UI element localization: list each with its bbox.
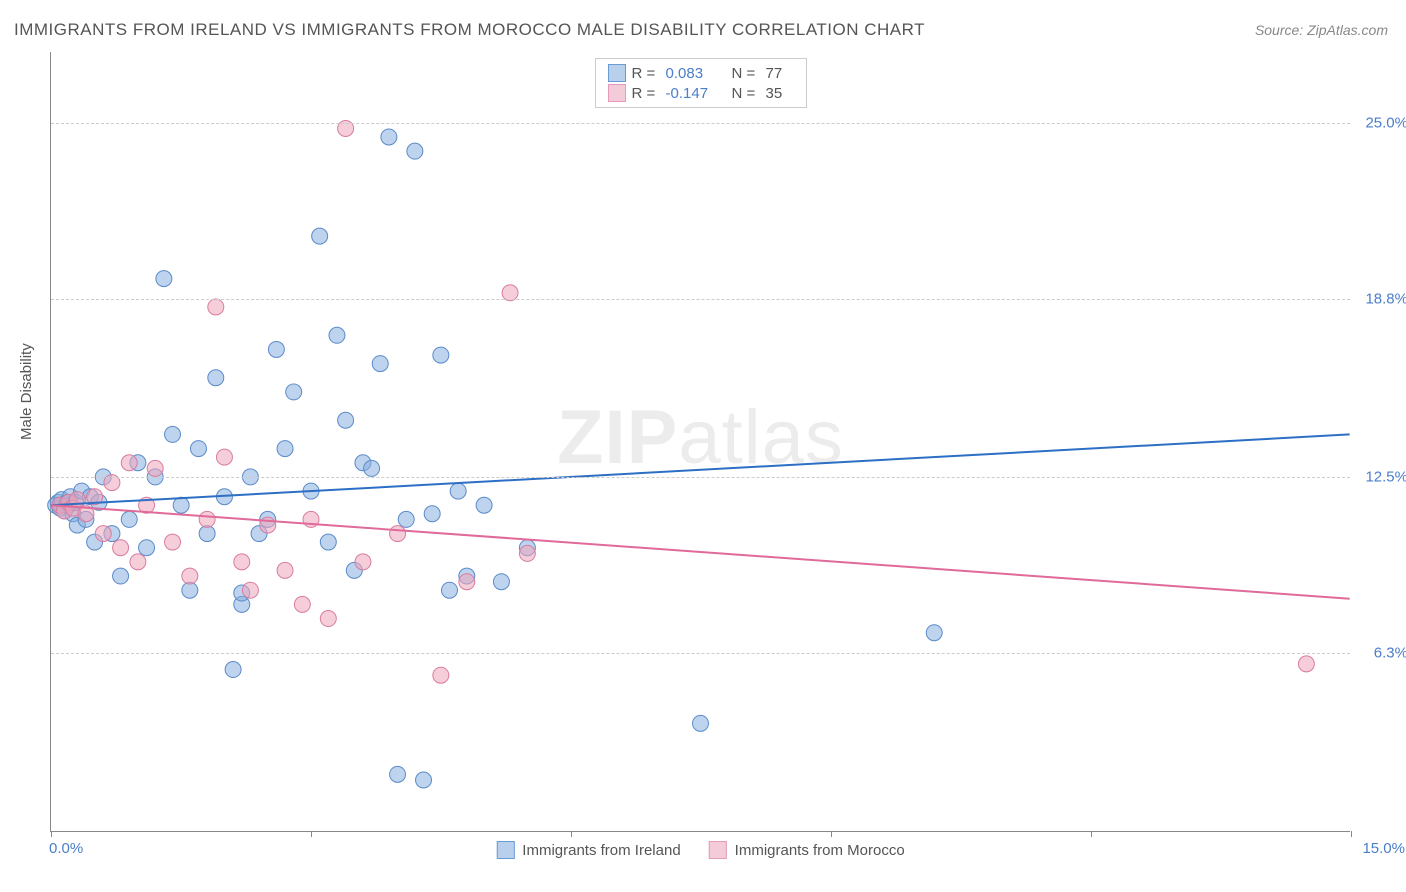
- correlation-legend: R = 0.083 N = 77 R = -0.147 N = 35: [595, 58, 807, 108]
- data-point: [693, 715, 709, 731]
- chart-plot-area: ZIPatlas R =0.083N =77R =-0.147N =35 Imm…: [50, 52, 1350, 832]
- data-point: [407, 143, 423, 159]
- data-point: [277, 441, 293, 457]
- data-point: [199, 511, 215, 527]
- data-point: [433, 347, 449, 363]
- legend-swatch: [608, 84, 626, 102]
- legend-swatch: [709, 841, 727, 859]
- source-attribution: Source: ZipAtlas.com: [1255, 22, 1388, 38]
- series-legend-item: Immigrants from Ireland: [496, 841, 680, 859]
- data-point: [926, 625, 942, 641]
- data-point: [113, 540, 129, 556]
- y-tick-label: 25.0%: [1365, 114, 1406, 131]
- data-point: [364, 460, 380, 476]
- n-value: 77: [766, 65, 794, 82]
- gridline: [51, 653, 1350, 654]
- data-point: [242, 582, 258, 598]
- data-point: [165, 426, 181, 442]
- data-point: [182, 568, 198, 584]
- data-point: [69, 492, 85, 508]
- data-point: [329, 327, 345, 343]
- data-point: [320, 534, 336, 550]
- data-point: [190, 441, 206, 457]
- n-value: 35: [766, 85, 794, 102]
- data-point: [156, 271, 172, 287]
- correlation-legend-row: R = -0.147 N = 35: [608, 83, 794, 103]
- gridline: [51, 477, 1350, 478]
- x-axis-min-label: 0.0%: [49, 840, 83, 857]
- r-value: 0.083: [666, 65, 726, 82]
- data-point: [277, 562, 293, 578]
- data-point: [225, 662, 241, 678]
- correlation-legend-row: R = 0.083 N = 77: [608, 63, 794, 83]
- x-tick: [831, 831, 832, 837]
- series-legend-label: Immigrants from Morocco: [735, 842, 905, 859]
- data-point: [173, 497, 189, 513]
- series-legend: Immigrants from Ireland Immigrants from M…: [496, 841, 904, 859]
- data-point: [234, 554, 250, 570]
- scatter-svg: [51, 52, 1350, 831]
- y-tick-label: 6.3%: [1374, 645, 1406, 662]
- data-point: [372, 356, 388, 372]
- data-point: [381, 129, 397, 145]
- data-point: [390, 526, 406, 542]
- data-point: [1298, 656, 1314, 672]
- data-point: [113, 568, 129, 584]
- data-point: [450, 483, 466, 499]
- data-point: [476, 497, 492, 513]
- data-point: [320, 611, 336, 627]
- data-point: [355, 554, 371, 570]
- chart-title: IMMIGRANTS FROM IRELAND VS IMMIGRANTS FR…: [14, 20, 925, 40]
- data-point: [441, 582, 457, 598]
- r-label: R =: [632, 85, 660, 102]
- data-point: [95, 526, 111, 542]
- x-tick: [571, 831, 572, 837]
- series-legend-item: Immigrants from Morocco: [709, 841, 905, 859]
- y-axis-label: Male Disability: [18, 343, 35, 440]
- x-tick: [51, 831, 52, 837]
- data-point: [294, 596, 310, 612]
- legend-swatch: [608, 64, 626, 82]
- data-point: [268, 341, 284, 357]
- data-point: [433, 667, 449, 683]
- n-label: N =: [732, 65, 760, 82]
- data-point: [182, 582, 198, 598]
- r-value: -0.147: [666, 85, 726, 102]
- series-legend-label: Immigrants from Ireland: [522, 842, 680, 859]
- x-tick: [311, 831, 312, 837]
- x-tick: [1091, 831, 1092, 837]
- data-point: [216, 449, 232, 465]
- data-point: [121, 455, 137, 471]
- y-tick-label: 18.8%: [1365, 290, 1406, 307]
- data-point: [493, 574, 509, 590]
- r-label: R =: [632, 65, 660, 82]
- gridline: [51, 299, 1350, 300]
- gridline: [51, 123, 1350, 124]
- data-point: [130, 554, 146, 570]
- data-point: [165, 534, 181, 550]
- data-point: [121, 511, 137, 527]
- data-point: [398, 511, 414, 527]
- data-point: [139, 540, 155, 556]
- data-point: [208, 299, 224, 315]
- data-point: [338, 412, 354, 428]
- data-point: [416, 772, 432, 788]
- data-point: [208, 370, 224, 386]
- y-tick-label: 12.5%: [1365, 469, 1406, 486]
- data-point: [286, 384, 302, 400]
- data-point: [519, 545, 535, 561]
- legend-swatch: [496, 841, 514, 859]
- data-point: [199, 526, 215, 542]
- n-label: N =: [732, 85, 760, 102]
- data-point: [424, 506, 440, 522]
- data-point: [312, 228, 328, 244]
- data-point: [459, 574, 475, 590]
- data-point: [390, 766, 406, 782]
- x-axis-max-label: 15.0%: [1362, 840, 1405, 857]
- x-tick: [1351, 831, 1352, 837]
- data-point: [147, 460, 163, 476]
